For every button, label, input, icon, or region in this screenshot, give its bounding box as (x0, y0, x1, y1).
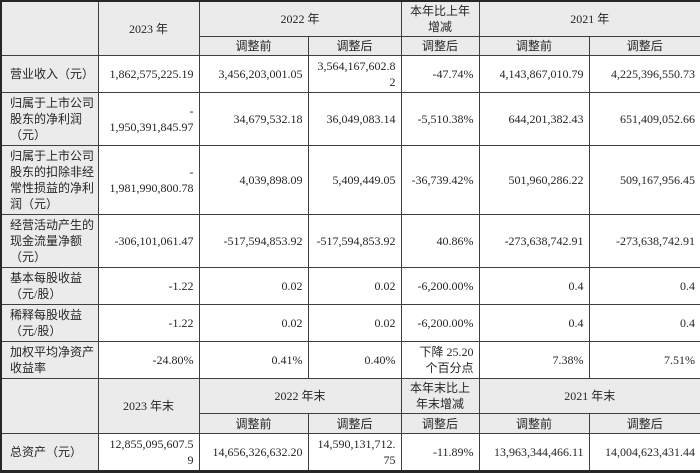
cell-2022-adj-before: 0.02 (198, 304, 309, 342)
row-operating-cash-flow: 经营活动产生的现金流量净额（元） -306,101,061.47 -517,59… (0, 214, 700, 268)
row-net-profit-excl-nonrecurring: 归属于上市公司股东的扣除非经常性损益的净利润（元） - 1,981,990,80… (0, 145, 700, 215)
row-label: 加权平均净资产收益率 (0, 341, 99, 379)
row-label: 基本每股收益（元/股） (0, 267, 99, 305)
corner-cell (0, 0, 99, 56)
header-yearend-change: 本年末比上年末增减 (400, 378, 480, 414)
cell-2021-adj-before: 13,963,344,466.11 (478, 433, 590, 472)
cell-2023: 1,862,575,225.19 (97, 55, 200, 93)
cell-2021-adj-after: 0.4 (588, 267, 700, 305)
row-basic-eps: 基本每股收益（元/股） -1.22 0.02 0.02 -6,200.00% 0… (0, 267, 700, 305)
cell-2023: 12,855,095,607.5 9 (97, 433, 200, 472)
cell-2021-adj-after: 4,225,396,550.73 (588, 55, 700, 93)
cell-2021-adj-before: -273,638,742.91 (478, 214, 590, 268)
subheader-2021end-adjust-after: 调整后 (588, 413, 700, 434)
subheader-2022end-adjust-after: 调整后 (307, 413, 402, 434)
cell-2021-adj-before: 501,960,286.22 (478, 145, 590, 215)
header-year-2022: 2022 年 (198, 0, 402, 37)
cell-yoy-change: -6,200.00% (400, 267, 480, 305)
subheader-2022end-adjust-before: 调整前 (198, 413, 309, 434)
cell-2022-adj-after: 36,049,083.14 (307, 92, 402, 146)
cell-2022-adj-before: 0.41% (198, 341, 309, 379)
row-label: 总资产（元） (0, 433, 99, 472)
row-operating-revenue: 营业收入（元） 1,862,575,225.19 3,456,203,001.0… (0, 55, 700, 93)
header-row-years: 2023 年 2022 年 本年比上年增减 2021 年 (0, 0, 700, 56)
cell-2023: -1.22 (97, 267, 200, 305)
cell-2022-adj-after: 0.40% (307, 341, 402, 379)
header-yearend-2022: 2022 年末 (198, 378, 402, 414)
cell-2021-adj-after: -273,638,742.91 (588, 214, 700, 268)
header-year-2023: 2023 年 (97, 0, 200, 56)
row-label: 营业收入（元） (0, 55, 99, 93)
header-row-adjustments: 调整前 调整后 调整后 调整前 调整后 (1, 36, 700, 56)
cell-yoy-change: -47.74% (400, 55, 480, 93)
subheader-2021-adjust-after: 调整后 (588, 36, 700, 56)
row-label: 经营活动产生的现金流量净额（元） (0, 214, 99, 268)
cell-2023: - 1,950,391,845.97 (97, 92, 200, 146)
cell-yoy-change: 40.86% (400, 214, 480, 268)
cell-2022-adj-after: 5,409,449.05 (307, 145, 402, 215)
cell-2021-adj-after: 14,004,623,431.44 (588, 433, 700, 472)
cell-2022-adj-after: 3,564,167,602.8 2 (307, 55, 402, 93)
row-total-assets: 总资产（元） 12,855,095,607.5 9 14,656,326,632… (0, 433, 700, 472)
header-yearend-2021: 2021 年末 (478, 378, 700, 414)
cell-yoy-change: -6,200.00% (400, 304, 480, 342)
header-row-yearends: 2023 年末 2022 年末 本年末比上年末增减 2021 年末 (0, 378, 700, 434)
cell-2021-adj-before: 0.4 (478, 267, 590, 305)
cell-2022-adj-before: -517,594,853.92 (198, 214, 309, 268)
cell-2023: - 1,981,990,800.78 (97, 145, 200, 215)
cell-2021-adj-before: 7.38% (478, 341, 590, 379)
cell-2022-adj-before: 0.02 (198, 267, 309, 305)
cell-2021-adj-after: 509,167,956.45 (588, 145, 700, 215)
row-label: 归属于上市公司股东的净利润（元） (0, 92, 99, 146)
row-diluted-eps: 稀释每股收益（元/股） -1.22 0.02 0.02 -6,200.00% 0… (0, 304, 700, 342)
cell-2022-adj-before: 34,679,532.18 (198, 92, 309, 146)
row-net-profit: 归属于上市公司股东的净利润（元） - 1,950,391,845.97 34,6… (0, 92, 700, 146)
subheader-change-adjust-after: 调整后 (400, 36, 480, 56)
subheader-2021-adjust-before: 调整前 (478, 36, 590, 56)
cell-yoy-change: -36,739.42% (400, 145, 480, 215)
cell-yoy-change: 下降 25.20 个百分点 (400, 341, 480, 379)
cell-2023: -1.22 (97, 304, 200, 342)
subheader-2021end-adjust-before: 调整前 (478, 413, 590, 434)
subheader-changeend-adjust-after: 调整后 (400, 413, 480, 434)
cell-2021-adj-after: 651,409,052.66 (588, 92, 700, 146)
cell-2022-adj-after: 0.02 (307, 267, 402, 305)
cell-2021-adj-before: 4,143,867,010.79 (478, 55, 590, 93)
corner-cell (0, 378, 99, 434)
row-label: 稀释每股收益（元/股） (0, 304, 99, 342)
row-label: 归属于上市公司股东的扣除非经常性损益的净利润（元） (0, 145, 99, 215)
cell-2021-adj-before: 0.4 (478, 304, 590, 342)
cell-2023: -24.80% (97, 341, 200, 379)
cell-2022-adj-after: -517,594,853.92 (307, 214, 402, 268)
cell-2021-adj-after: 7.51% (588, 341, 700, 379)
cell-2021-adj-after: 0.4 (588, 304, 700, 342)
cell-2022-adj-before: 14,656,326,632.20 (198, 433, 309, 472)
cell-2021-adj-before: 644,201,382.43 (478, 92, 590, 146)
subheader-2022-adjust-after: 调整后 (307, 36, 402, 56)
cell-yoy-change: -11.89% (400, 433, 480, 472)
cell-2022-adj-after: 14,590,131,712. 75 (307, 433, 402, 472)
row-weighted-avg-roe: 加权平均净资产收益率 -24.80% 0.41% 0.40% 下降 25.20 … (0, 341, 700, 379)
header-year-2021: 2021 年 (478, 0, 700, 37)
cell-2022-adj-before: 4,039,898.09 (198, 145, 309, 215)
subheader-2022-adjust-before: 调整前 (198, 36, 309, 56)
header-yearend-2023: 2023 年末 (97, 378, 200, 434)
cell-2022-adj-after: 0.02 (307, 304, 402, 342)
cell-yoy-change: -5,510.38% (400, 92, 480, 146)
header-yoy-change: 本年比上年增减 (400, 0, 480, 37)
cell-2023: -306,101,061.47 (97, 214, 200, 268)
cell-2022-adj-before: 3,456,203,001.05 (198, 55, 309, 93)
